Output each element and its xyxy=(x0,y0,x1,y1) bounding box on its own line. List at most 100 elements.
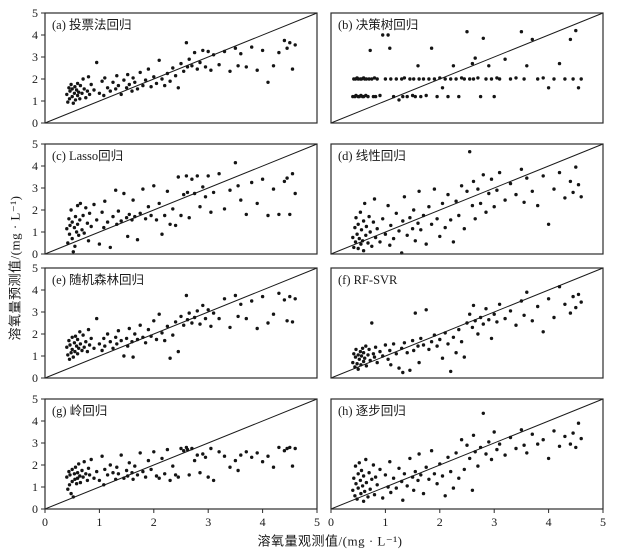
data-point xyxy=(368,48,372,53)
data-point xyxy=(171,66,175,70)
data-point xyxy=(165,71,170,76)
data-point xyxy=(471,77,476,81)
data-point xyxy=(209,446,213,451)
data-point xyxy=(503,316,507,321)
data-point xyxy=(489,457,494,462)
data-point xyxy=(80,91,84,96)
data-point xyxy=(412,488,416,492)
data-point xyxy=(217,172,221,176)
scatter-points xyxy=(65,38,297,105)
data-point xyxy=(115,342,119,346)
data-point xyxy=(429,222,434,226)
data-point xyxy=(405,94,409,99)
data-point xyxy=(449,369,453,374)
data-point xyxy=(293,191,297,196)
panel-label: (e) 随机森林回归 xyxy=(52,272,144,287)
data-point xyxy=(574,165,578,169)
data-point xyxy=(152,184,156,188)
data-point xyxy=(157,58,161,62)
data-point xyxy=(364,364,369,368)
data-point xyxy=(211,478,216,483)
data-point xyxy=(65,92,69,97)
data-point xyxy=(228,69,232,74)
data-point xyxy=(84,96,88,100)
data-point xyxy=(81,333,85,337)
data-point xyxy=(371,352,376,356)
data-point xyxy=(579,300,583,304)
data-point xyxy=(108,340,113,344)
data-point xyxy=(182,192,186,197)
data-point xyxy=(217,316,221,321)
data-point xyxy=(410,338,415,343)
y-tick-label: 0 xyxy=(32,247,38,261)
data-point xyxy=(122,78,126,82)
data-point xyxy=(373,345,378,349)
data-point xyxy=(394,486,398,490)
data-point xyxy=(454,351,458,355)
data-point xyxy=(378,349,382,354)
data-point xyxy=(427,347,431,352)
data-point xyxy=(157,476,161,480)
data-point xyxy=(102,225,106,230)
data-point xyxy=(75,352,80,356)
y-tick-label: 3 xyxy=(32,181,38,195)
data-point xyxy=(190,64,194,68)
data-point xyxy=(576,183,581,187)
data-point xyxy=(359,491,363,496)
data-point xyxy=(138,211,142,215)
data-point xyxy=(67,86,71,90)
data-point xyxy=(282,449,287,453)
data-point xyxy=(116,472,121,476)
data-point xyxy=(173,223,178,228)
data-point xyxy=(143,341,148,345)
data-point xyxy=(78,218,82,222)
data-point xyxy=(154,337,159,342)
data-point xyxy=(198,205,202,209)
data-point xyxy=(138,451,142,455)
data-point xyxy=(389,223,393,228)
data-point xyxy=(489,336,494,341)
data-point xyxy=(127,326,131,331)
data-point xyxy=(81,213,85,218)
data-point xyxy=(173,320,178,324)
data-point xyxy=(222,49,227,54)
data-point xyxy=(146,327,151,332)
data-point xyxy=(195,453,199,457)
data-point xyxy=(400,77,404,81)
data-point xyxy=(530,37,534,42)
data-point xyxy=(364,344,368,348)
data-point xyxy=(73,214,78,219)
data-point xyxy=(70,467,74,472)
x-tick-label: 0 xyxy=(328,515,334,529)
data-point xyxy=(228,325,232,330)
panel-h-stepwise: (h) 逐步回归 0 1 2 3 4 5 xyxy=(328,398,606,529)
data-point xyxy=(75,222,80,226)
data-point xyxy=(173,74,178,78)
x-tick-label: 5 xyxy=(600,515,606,529)
data-point xyxy=(373,475,378,479)
data-point xyxy=(160,77,164,81)
data-point xyxy=(394,352,398,356)
data-point xyxy=(111,80,115,85)
data-point xyxy=(391,94,396,99)
data-point xyxy=(443,494,447,498)
data-point xyxy=(95,60,99,65)
data-point xyxy=(405,233,409,237)
data-point xyxy=(457,476,461,480)
data-point xyxy=(457,94,461,99)
panel-label: (d) 线性回归 xyxy=(338,149,406,163)
data-point xyxy=(66,353,70,357)
data-point xyxy=(421,343,426,347)
data-point xyxy=(360,239,365,243)
data-point xyxy=(293,446,297,451)
data-point xyxy=(375,227,379,231)
data-point xyxy=(525,290,529,294)
data-point xyxy=(372,197,377,201)
identity-line xyxy=(44,267,318,379)
data-point xyxy=(503,198,507,202)
data-point xyxy=(179,61,183,66)
data-point xyxy=(103,76,107,80)
data-point xyxy=(355,232,359,236)
data-point xyxy=(514,76,518,80)
